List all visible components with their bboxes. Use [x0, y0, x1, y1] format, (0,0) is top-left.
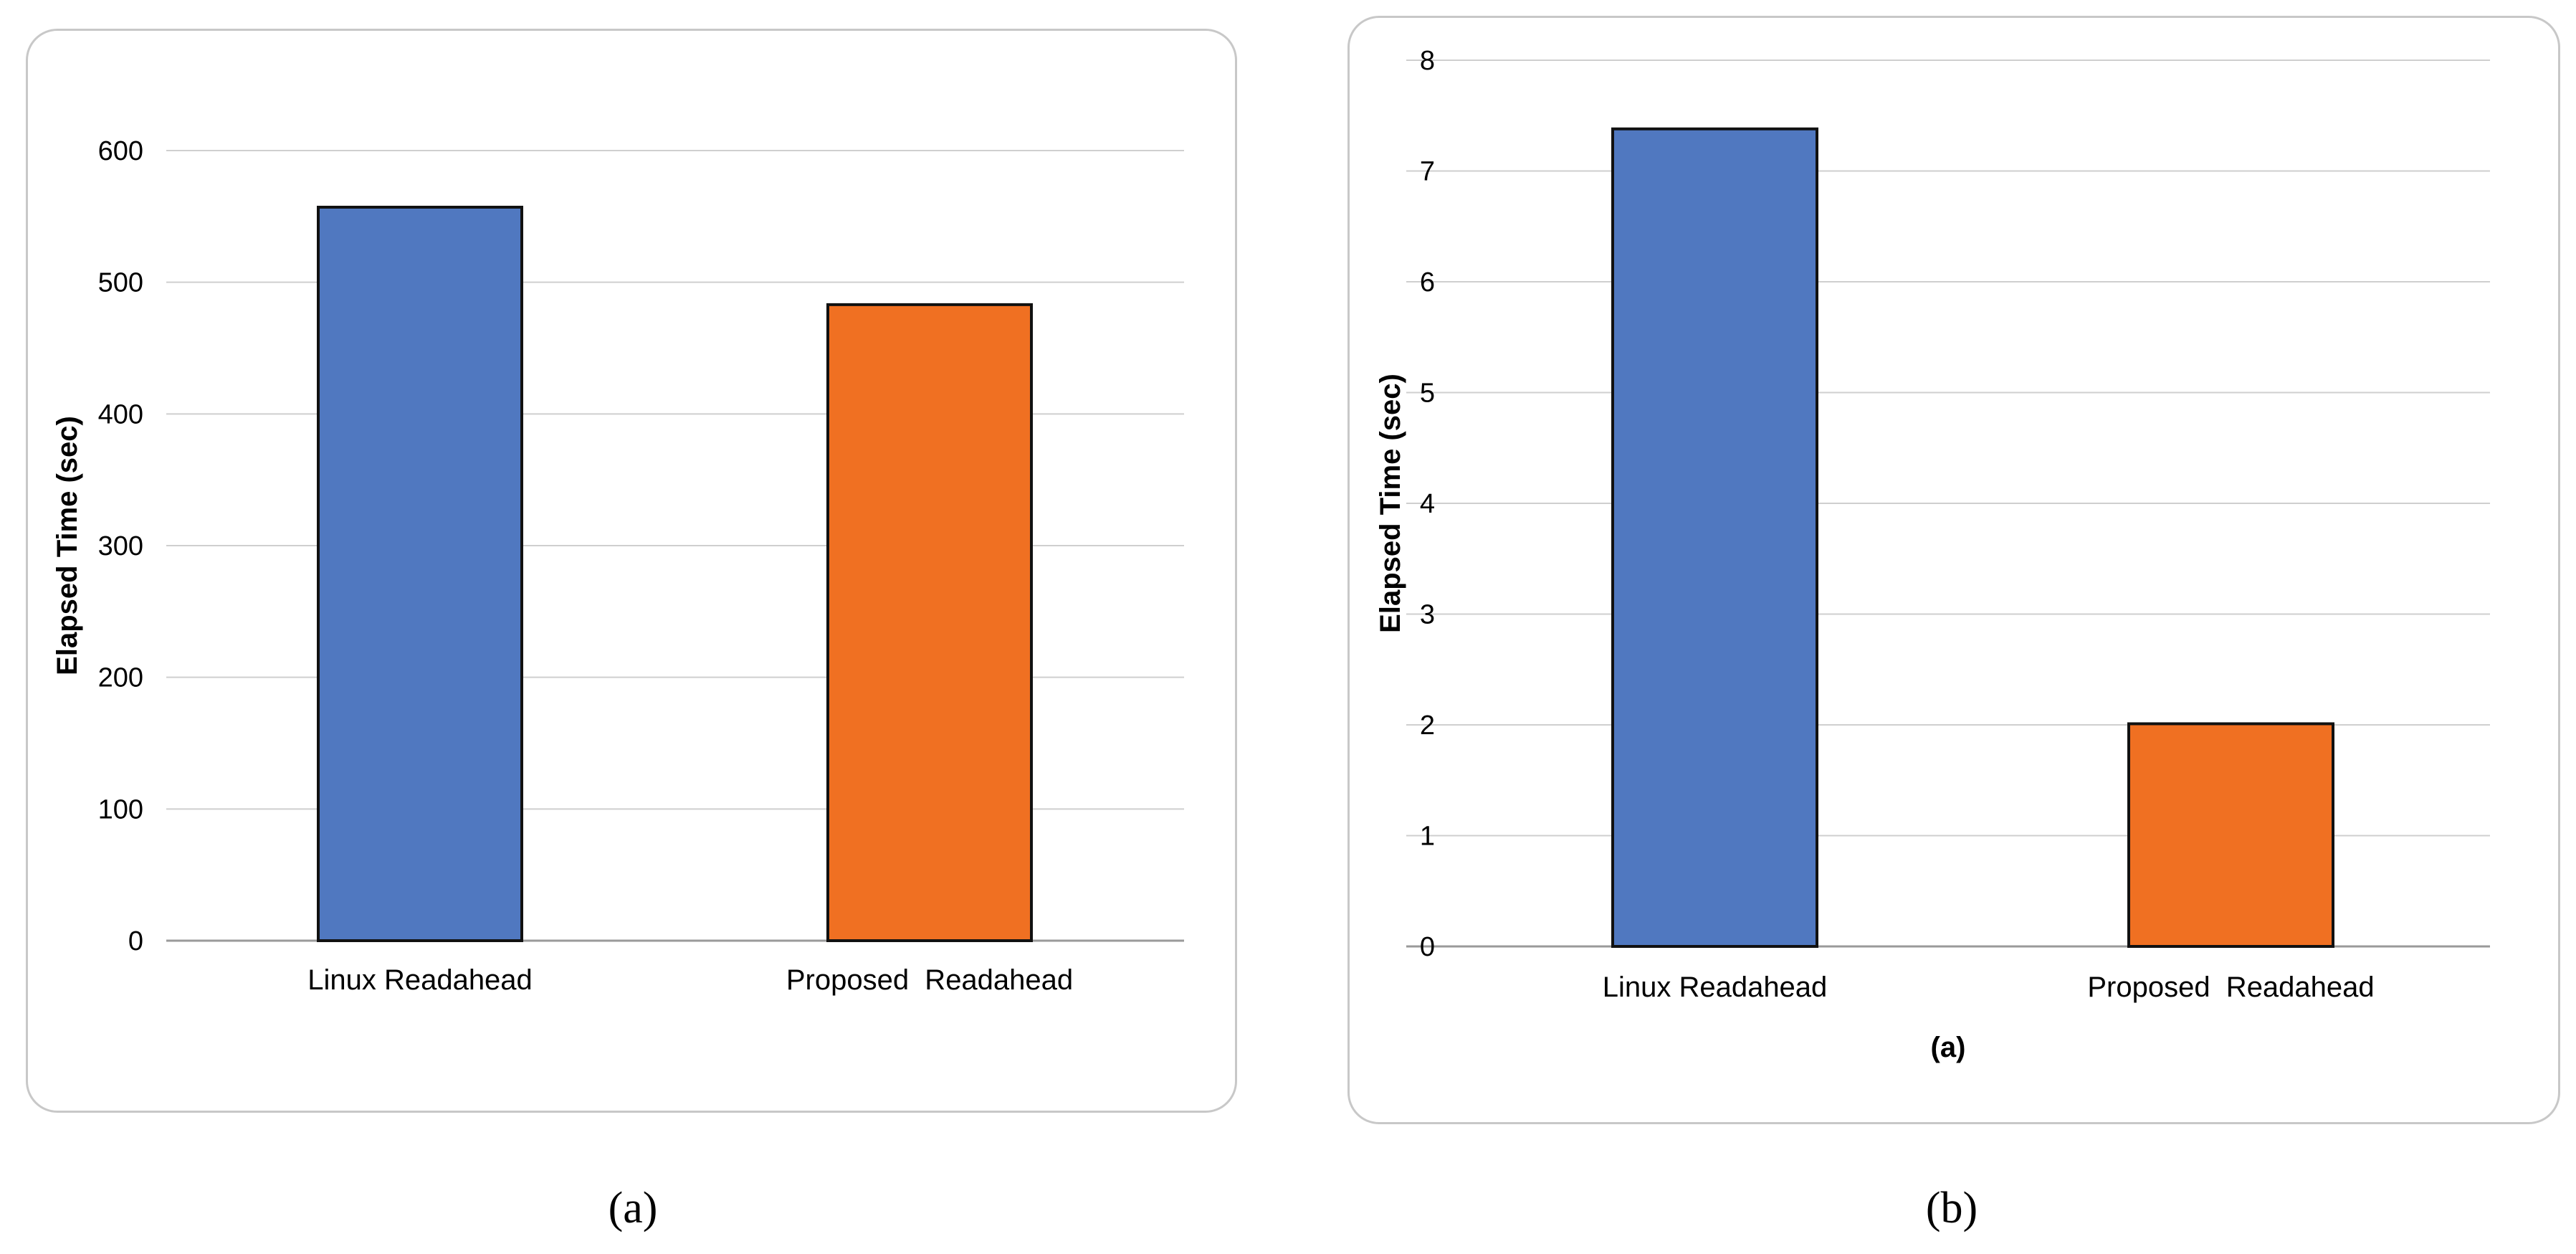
y-tick-label-a-1: 100 — [98, 794, 143, 825]
y-tick-label-a-0: 0 — [128, 926, 143, 956]
y-tick-label-a-5: 500 — [98, 268, 143, 298]
y-tick-label-b-8: 8 — [1420, 46, 1435, 76]
x-axis-label-b: (a) — [1931, 1032, 1966, 1063]
y-tick-label-b-6: 6 — [1420, 267, 1435, 298]
y-tick-label-b-2: 2 — [1420, 711, 1435, 741]
category-label-b-1: Proposed Readahead — [2087, 972, 2374, 1003]
y-tick-label-b-3: 3 — [1420, 600, 1435, 630]
y-tick-label-a-4: 400 — [98, 399, 143, 429]
caption-b: (b) — [1925, 1184, 1978, 1232]
bar-b-1 — [2127, 722, 2334, 949]
bar-a-1 — [826, 303, 1033, 942]
chart-panel-a — [26, 29, 1237, 1113]
bar-a-0 — [317, 205, 523, 942]
y-axis-label-a: Elapsed Time (sec) — [52, 416, 83, 675]
category-label-a-1: Proposed Readahead — [786, 964, 1073, 996]
y-tick-label-b-7: 7 — [1420, 157, 1435, 187]
category-label-a-0: Linux Readahead — [307, 964, 533, 996]
y-tick-label-b-5: 5 — [1420, 379, 1435, 409]
caption-a: (a) — [608, 1184, 658, 1232]
y-tick-label-b-4: 4 — [1420, 489, 1435, 519]
y-tick-label-a-6: 600 — [98, 136, 143, 166]
y-tick-label-a-3: 300 — [98, 531, 143, 561]
y-axis-label-b: Elapsed Time (sec) — [1375, 374, 1406, 633]
chart-panel-b — [1347, 16, 2560, 1124]
y-tick-label-b-0: 0 — [1420, 932, 1435, 962]
category-label-b-0: Linux Readahead — [1603, 972, 1828, 1003]
y-tick-label-b-1: 1 — [1420, 822, 1435, 852]
y-tick-label-a-2: 200 — [98, 663, 143, 693]
bar-b-0 — [1611, 127, 1818, 948]
